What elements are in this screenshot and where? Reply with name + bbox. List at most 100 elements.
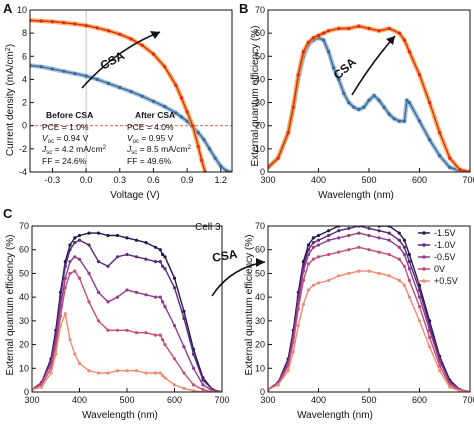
x-tick-label: 300: [24, 395, 39, 405]
data-point-pos05: [397, 278, 401, 283]
data-point-after: [322, 31, 326, 35]
data-point-zero: [158, 333, 162, 337]
data-point-neg10: [87, 243, 91, 247]
data-point-before: [428, 138, 432, 142]
data-point-neg10: [367, 226, 371, 230]
x-tick-label: 300: [260, 395, 275, 405]
data-point-pos05: [115, 369, 120, 373]
y-tick-label: 20: [19, 340, 29, 350]
y-tick-label: 60: [255, 245, 265, 255]
data-point-after: [107, 29, 111, 33]
data-point-before: [337, 77, 341, 81]
y-tick-label: 60: [255, 28, 265, 38]
data-point-pos05: [347, 271, 351, 275]
data-point-neg05: [144, 293, 148, 297]
data-point-neg10: [377, 229, 381, 233]
data-point-after: [367, 26, 371, 31]
y-tick-label: 0: [260, 167, 265, 177]
data-point-neg15: [407, 252, 411, 257]
x-tick-label: 400: [311, 395, 326, 405]
y-tick-label: 10: [255, 144, 265, 154]
data-point-pos05: [134, 369, 139, 373]
data-point-before: [347, 101, 351, 105]
data-point-neg05: [407, 267, 411, 271]
data-point-zero: [201, 388, 205, 392]
data-point-pos05: [77, 361, 82, 366]
legend-label-neg05: -0.5V: [434, 252, 456, 262]
data-point-neg10: [153, 260, 158, 264]
chart-c-csa-arrowhead: [256, 258, 265, 267]
data-point-after: [129, 37, 133, 41]
data-point-neg05: [337, 236, 341, 240]
x-tick-label: 0.3: [114, 175, 127, 185]
data-point-pos05: [182, 386, 186, 390]
series-line-neg10: [32, 239, 222, 392]
data-point-neg15: [115, 233, 120, 238]
y-tick-label: 20: [255, 340, 265, 350]
data-point-before: [327, 50, 331, 54]
y-tick-label: 40: [19, 292, 29, 302]
data-point-neg10: [191, 352, 196, 356]
data-point-zero: [125, 328, 129, 332]
data-point-pos05: [68, 338, 72, 342]
data-point-neg10: [402, 245, 406, 249]
y-tick-label: 50: [255, 51, 265, 61]
data-point-neg15: [172, 276, 177, 280]
legend-label-zero: 0V: [434, 264, 445, 274]
data-point-before: [342, 91, 346, 95]
data-point-pos05: [311, 283, 315, 287]
chart-c-right: 300 400 500 600 700 0 10 20 30 40 50 60 70 Wavelengt…: [244, 221, 474, 421]
data-point-neg05: [357, 231, 361, 235]
data-point-after: [296, 73, 300, 77]
legend-marker-neg05: [422, 255, 426, 259]
data-point-pos05: [106, 371, 110, 375]
data-point-after: [185, 110, 189, 114]
data-point-after: [316, 33, 321, 38]
data-point-zero: [73, 269, 77, 273]
data-point-pos05: [402, 283, 406, 287]
table-after-jsc: Jsc = 8.5 mA/cm2: [126, 144, 192, 156]
data-point-after: [84, 24, 88, 28]
y-tick-label: 30: [255, 98, 265, 108]
data-point-neg05: [163, 305, 167, 309]
data-point-pos05: [387, 274, 391, 278]
data-point-neg10: [311, 241, 315, 245]
data-point-neg10: [316, 238, 321, 242]
data-point-neg10: [158, 260, 162, 264]
chart-b: 300 400 500 600 700 0 10 20 30 40 50 60 70 Wavelengt…: [250, 5, 474, 201]
x-tick-label: 0.6: [147, 175, 160, 185]
data-point-neg15: [134, 238, 139, 242]
data-point-before: [39, 65, 43, 69]
data-point-zero: [438, 364, 442, 368]
data-point-neg05: [301, 269, 305, 273]
data-point-neg10: [306, 248, 310, 252]
data-point-after: [397, 31, 401, 35]
y-tick-label: 4: [22, 74, 27, 84]
data-point-before: [417, 119, 422, 123]
data-point-neg10: [387, 231, 391, 235]
data-point-neg05: [417, 295, 422, 299]
data-point-zero: [172, 357, 177, 361]
data-point-after: [458, 168, 462, 172]
data-point-before: [219, 164, 223, 168]
data-point-pos05: [448, 385, 452, 389]
data-point-pos05: [428, 345, 432, 349]
y-tick-label: 2: [22, 98, 27, 108]
data-point-zero: [306, 262, 310, 266]
chart-c-csa-arrow: [211, 261, 266, 297]
data-point-after: [200, 158, 204, 162]
data-point-neg05: [316, 243, 321, 247]
data-point-before: [362, 105, 366, 109]
data-point-pos05: [161, 373, 165, 377]
data-point-before: [402, 119, 406, 123]
data-point-zero: [296, 307, 300, 311]
data-point-zero: [96, 319, 101, 323]
data-point-pos05: [73, 352, 77, 356]
data-point-neg15: [106, 233, 110, 238]
data-point-pos05: [286, 369, 290, 373]
panel-label-b: B: [239, 1, 248, 16]
data-point-neg05: [68, 260, 72, 264]
data-point-neg05: [153, 295, 158, 299]
data-point-before: [202, 138, 206, 142]
y-tick-label: 60: [19, 245, 29, 255]
